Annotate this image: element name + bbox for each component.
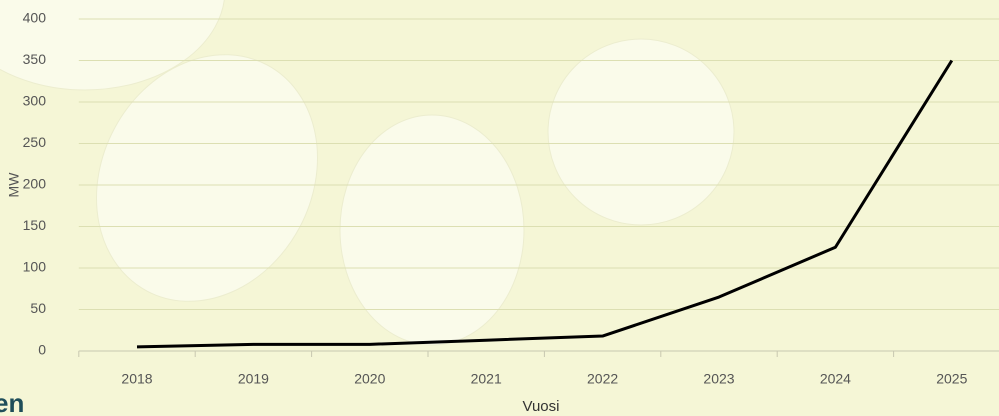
y-tick-label: 250 xyxy=(23,134,47,150)
y-tick-label: 200 xyxy=(23,176,47,192)
x-tick-label: 2023 xyxy=(703,371,734,387)
y-tick-label: 0 xyxy=(38,342,46,358)
decoration xyxy=(96,54,318,302)
y-tick-label: 150 xyxy=(23,217,47,233)
plot-area: 0 50 100 150 200 250 300 350 400 2018 2019 2020 2021… xyxy=(23,10,999,387)
y-axis-label: MW xyxy=(6,172,22,198)
x-axis-label: Vuosi xyxy=(523,398,560,415)
logo-text: en xyxy=(0,388,24,416)
x-tick-label: 2021 xyxy=(471,371,502,387)
data-line xyxy=(136,59,954,349)
y-tick-label: 400 xyxy=(23,10,47,26)
x-tick-label: 2022 xyxy=(587,371,618,387)
decoration xyxy=(547,38,735,226)
x-tick-label: 2020 xyxy=(354,371,385,387)
decoration xyxy=(0,0,225,91)
y-tick-label: 300 xyxy=(23,93,47,109)
y-tick-label: 350 xyxy=(23,51,47,67)
x-tick-label: 2025 xyxy=(936,371,967,387)
x-tick-label: 2019 xyxy=(238,371,269,387)
decoration xyxy=(339,114,525,346)
y-tick-label: 50 xyxy=(30,300,46,316)
y-tick-label: 100 xyxy=(23,259,47,275)
x-tick-label: 2024 xyxy=(820,371,851,387)
x-tick-label: 2018 xyxy=(121,371,152,387)
